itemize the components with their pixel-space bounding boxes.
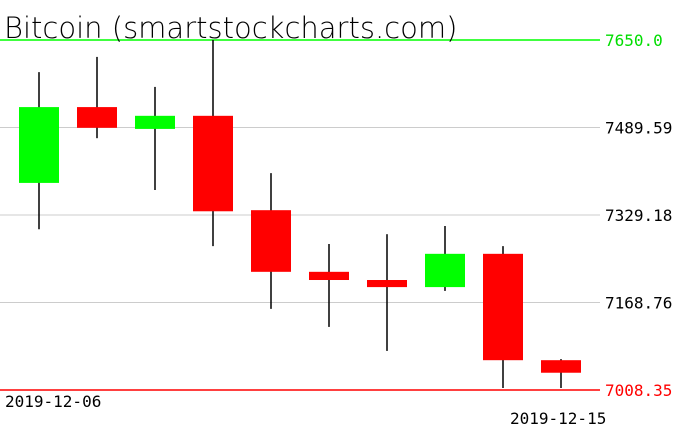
x-label-end: 2019-12-15: [510, 409, 606, 428]
y-tick-label: 7329.18: [605, 206, 672, 225]
candle: [309, 244, 349, 327]
y-tick-label: 7650.0: [605, 31, 663, 50]
candle: [193, 40, 233, 247]
candle-body: [77, 107, 117, 128]
y-tick-label: 7168.76: [605, 294, 672, 313]
candle: [425, 226, 465, 291]
candle: [483, 246, 523, 389]
candle-body: [19, 107, 59, 183]
candle: [251, 173, 291, 309]
candle-body: [367, 280, 407, 288]
candle-body: [309, 271, 349, 281]
x-label-start: 2019-12-06: [5, 392, 101, 411]
candle: [77, 56, 117, 139]
candle: [541, 359, 581, 389]
candle-body: [483, 253, 523, 361]
candle-body: [135, 115, 175, 129]
candle: [135, 86, 175, 191]
candle-body: [425, 253, 465, 288]
candle: [19, 72, 59, 230]
y-tick-label: 7489.59: [605, 119, 672, 138]
candle: [367, 234, 407, 351]
candle-body: [193, 115, 233, 212]
candle-body: [541, 360, 581, 373]
chart-title: Bitcoin (smartstockcharts.com): [4, 11, 457, 45]
candle-body: [251, 210, 291, 272]
y-tick-label: 7008.35: [605, 381, 672, 400]
